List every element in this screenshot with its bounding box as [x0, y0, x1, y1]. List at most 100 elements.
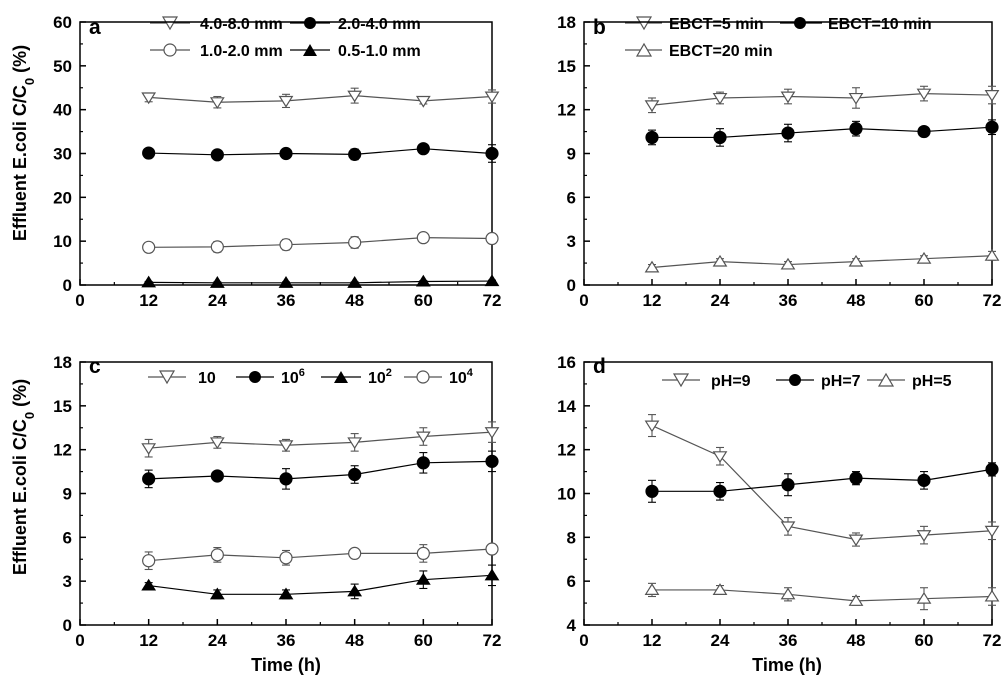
series-line [148, 148, 493, 156]
legend-label-ebct20: EBCT=20 min [669, 43, 773, 60]
y-tick-label: 3 [567, 232, 576, 251]
x-tick-label: 24 [208, 631, 227, 650]
data-point [484, 91, 500, 104]
data-point [780, 521, 796, 534]
legend-marker-ph9 [672, 373, 690, 388]
data-point [142, 240, 156, 254]
data-point [210, 148, 224, 162]
legend-marker-ph5 [877, 372, 895, 387]
data-point [644, 583, 660, 595]
y-tick-label: 18 [557, 13, 576, 32]
legend-marker-05-1mm [303, 44, 317, 56]
x-tick-label: 0 [579, 631, 588, 650]
series-line [148, 574, 493, 595]
y-tick-label: 9 [567, 145, 576, 164]
x-tick-label: 60 [915, 291, 934, 310]
series-line [148, 280, 493, 284]
legend-marker-ebct5 [635, 16, 653, 31]
series-line [148, 460, 493, 480]
panel-c: Effluent E.coli C/C0 (%) c Time (h) 10 1… [10, 355, 474, 675]
legend-marker-ph7 [789, 374, 801, 386]
data-point [644, 420, 660, 433]
data-point [985, 120, 999, 134]
y-tick-label: 8 [567, 528, 576, 547]
data-point [279, 472, 293, 486]
y-tick-label: 3 [63, 572, 72, 591]
data-point [645, 484, 659, 498]
data-point [849, 122, 863, 136]
series-line [652, 126, 993, 139]
panel-a-series-2 [142, 231, 499, 254]
x-tick-label: 0 [579, 291, 588, 310]
x-tick-label: 48 [847, 291, 866, 310]
x-tick-label: 24 [208, 291, 227, 310]
data-point [278, 440, 294, 453]
y-tick-label: 12 [557, 101, 576, 120]
data-point [917, 473, 931, 487]
panel-c-ylabel: Effluent E.coli C/C0 (%) [10, 379, 37, 575]
series-line [148, 95, 493, 103]
panel-c-frame [79, 361, 493, 626]
data-point [210, 548, 224, 562]
data-point [142, 472, 156, 486]
x-tick-label: 72 [483, 631, 502, 650]
data-point [712, 92, 728, 105]
legend-label-ebct10: EBCT=10 min [828, 16, 932, 33]
data-point [278, 276, 294, 288]
x-tick-label: 60 [414, 631, 433, 650]
series-line [651, 255, 993, 269]
data-point [415, 95, 431, 108]
legend-label-05-1mm: 0.5-1.0 mm [338, 43, 421, 60]
data-point [485, 454, 499, 468]
data-point [416, 546, 430, 561]
y-tick-label: 6 [567, 572, 576, 591]
legend-label-ph9: pH=9 [711, 373, 751, 390]
y-tick-label: 0 [63, 616, 72, 635]
y-tick-label: 15 [53, 397, 72, 416]
y-tick-label: 10 [557, 485, 576, 504]
panel-c-letter: c [89, 355, 101, 378]
y-tick-label: 0 [63, 276, 72, 295]
x-tick-label: 60 [915, 631, 934, 650]
x-tick-label: 36 [277, 631, 296, 650]
data-point [416, 231, 430, 245]
panel-b: b EBCT=5 min EBCT=10 min EBCT=20 min [593, 16, 932, 60]
x-tick-label: 24 [711, 291, 730, 310]
x-tick-label: 24 [711, 631, 730, 650]
panel-a-legend: 4.0-8.0 mm 2.0-4.0 mm 1.0-2.0 mm 0.5-1.0… [150, 16, 421, 60]
panel-b-letter: b [593, 16, 606, 39]
data-point [849, 471, 863, 485]
data-point [415, 431, 431, 444]
x-tick-label: 12 [139, 291, 158, 310]
legend-marker-ebct20 [635, 42, 653, 57]
legend-marker-4-8mm [161, 16, 179, 31]
data-point [278, 587, 294, 600]
x-tick-label: 36 [277, 291, 296, 310]
data-point [484, 568, 500, 581]
data-point [348, 467, 362, 482]
series-line [148, 237, 493, 248]
data-point [984, 248, 1000, 261]
data-point [348, 147, 362, 161]
data-point [142, 554, 156, 568]
data-point [347, 276, 363, 288]
legend-label-c-1e6: 106 [281, 367, 305, 387]
series-line [651, 92, 993, 106]
data-point [210, 240, 224, 254]
data-point [644, 260, 660, 273]
data-point [916, 591, 932, 604]
y-tick-label: 50 [53, 57, 72, 76]
data-point [485, 146, 499, 161]
data-point [780, 587, 796, 600]
data-point [141, 443, 157, 456]
x-tick-label: 36 [779, 291, 798, 310]
x-tick-label: 48 [345, 631, 364, 650]
data-point [279, 146, 293, 161]
data-point [848, 534, 864, 547]
data-point [209, 276, 225, 288]
data-point [142, 146, 156, 160]
data-point [485, 542, 499, 556]
y-tick-label: 40 [53, 101, 72, 120]
data-point [917, 124, 931, 139]
